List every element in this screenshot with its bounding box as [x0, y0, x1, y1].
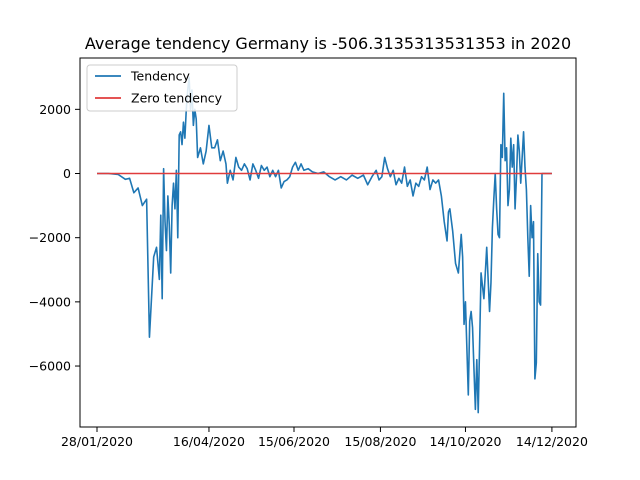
x-tick-label: 14/12/2020: [516, 434, 588, 449]
series-line-tendency: [97, 76, 552, 414]
legend-label-tendency: Tendency: [130, 69, 191, 84]
y-tick-label: 0: [63, 166, 71, 181]
legend-box: [86, 64, 238, 112]
legend: Tendency Zero tendency: [86, 64, 238, 112]
legend-label-zero-tendency: Zero tendency: [131, 91, 223, 106]
y-tick-label: −6000: [29, 359, 71, 374]
plot-frame: [79, 57, 577, 428]
x-tick-label: 15/08/2020: [344, 434, 416, 449]
y-tick-label: 2000: [39, 102, 71, 117]
x-tick-label: 16/04/2020: [173, 434, 245, 449]
plot-area: [97, 76, 552, 414]
x-tick-label: 14/10/2020: [429, 434, 501, 449]
chart-title: Average tendency Germany is -506.3135313…: [85, 34, 571, 53]
x-tick-label: 15/06/2020: [258, 434, 330, 449]
x-axis: 28/01/2020 16/04/2020 15/06/2020 15/08/2020…: [61, 427, 588, 449]
x-tick-label: 28/01/2020: [61, 434, 133, 449]
y-tick-label: −4000: [29, 294, 71, 309]
y-tick-label: −2000: [29, 230, 71, 245]
y-axis: −6000 −4000 −2000 0 2000: [29, 102, 80, 374]
